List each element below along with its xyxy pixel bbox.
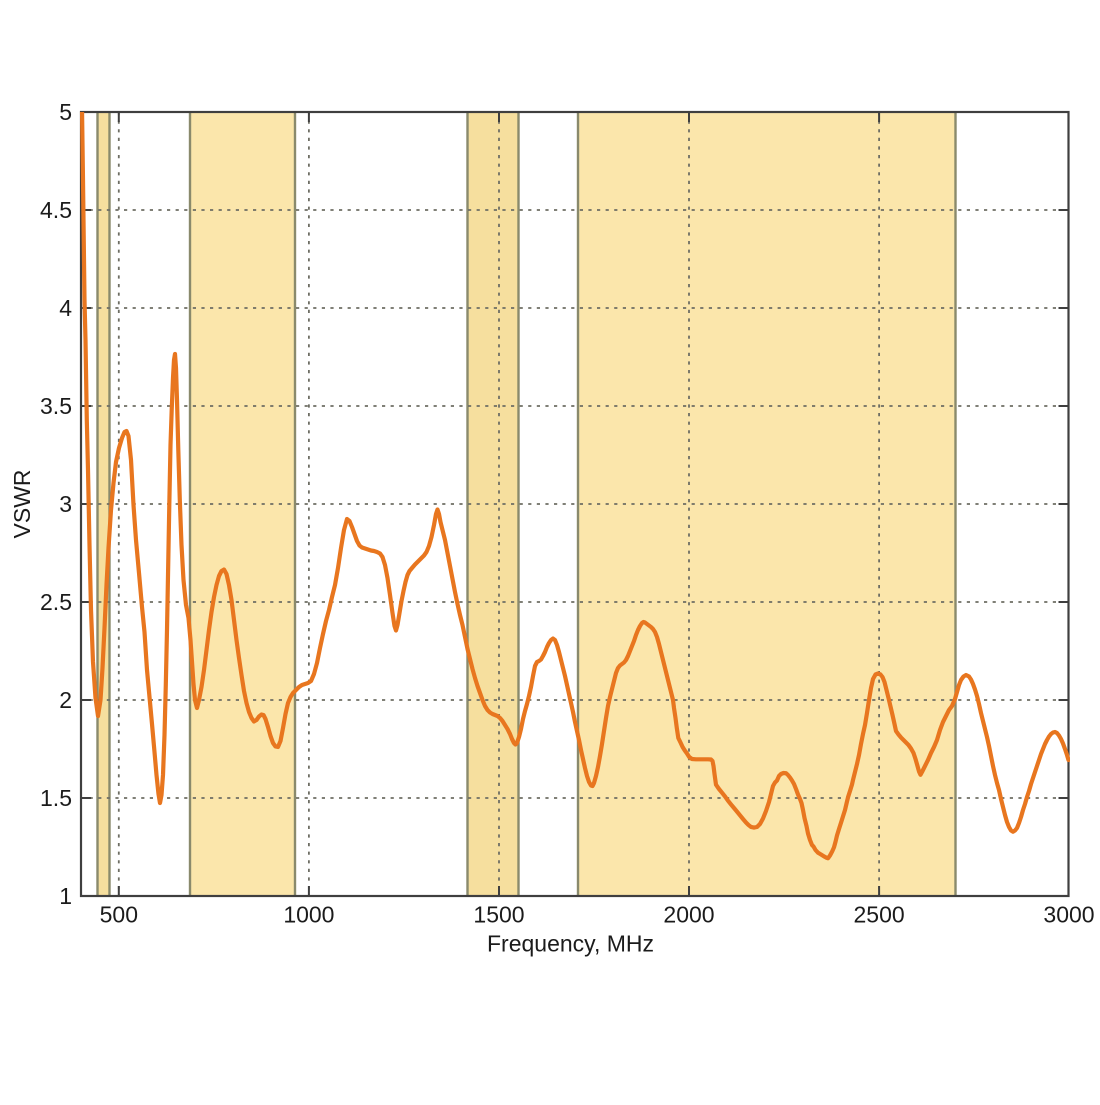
svg-text:5: 5 [59, 99, 72, 125]
svg-text:1.5: 1.5 [40, 785, 72, 811]
svg-text:1: 1 [59, 883, 72, 909]
svg-text:3000: 3000 [1043, 902, 1094, 928]
svg-text:1000: 1000 [283, 902, 334, 928]
svg-text:500: 500 [100, 902, 138, 928]
svg-text:VSWR: VSWR [9, 470, 35, 539]
svg-text:4.5: 4.5 [40, 197, 72, 223]
svg-text:2.5: 2.5 [40, 589, 72, 615]
svg-text:3: 3 [59, 491, 72, 517]
svg-text:2000: 2000 [663, 902, 714, 928]
svg-text:2500: 2500 [854, 902, 905, 928]
svg-text:Frequency, MHz: Frequency, MHz [487, 931, 654, 957]
svg-text:4: 4 [59, 295, 72, 321]
svg-text:3.5: 3.5 [40, 393, 72, 419]
svg-text:2: 2 [59, 687, 72, 713]
svg-text:1500: 1500 [473, 902, 524, 928]
